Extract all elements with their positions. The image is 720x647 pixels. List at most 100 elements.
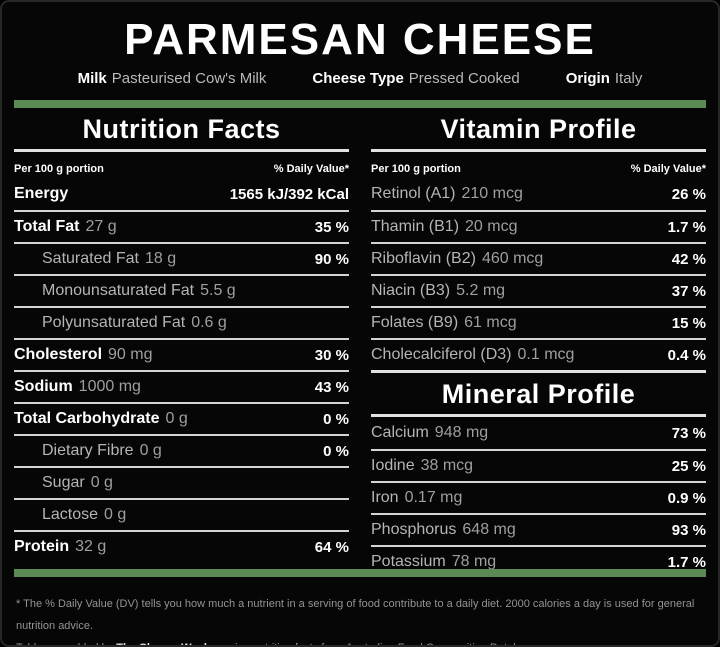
divider-bar-top [14, 100, 706, 108]
nutrient-text: Polyunsaturated Fat 0.6 g [42, 314, 227, 332]
nutrient-row-sugar: Sugar 0 g [14, 466, 349, 498]
nutrient-row-phosphorus: Phosphorus 648 mg 93 % [371, 513, 706, 545]
nutrient-name: Monounsaturated Fat [42, 282, 195, 299]
nutrient-text: Iron 0.17 mg [371, 489, 462, 507]
nutrient-row-cholesterol: Cholesterol 90 mg 30 % [14, 338, 349, 370]
nutrition-facts-title: Nutrition Facts [14, 114, 349, 152]
credit-name: The Cheese Wanker [116, 642, 220, 645]
daily-value: 42 % [671, 250, 706, 268]
nutrient-amount: 0 g [104, 506, 127, 523]
nutrient-text: Cholecalciferol (D3) 0.1 mcg [371, 346, 574, 364]
daily-value: 26 % [671, 185, 706, 203]
nutrient-name: Sodium [14, 378, 73, 395]
nutrient-name: Protein [14, 538, 70, 555]
nutrient-row-niacin-b3: Niacin (B3) 5.2 mg 37 % [371, 274, 706, 306]
nutrient-amount: 460 mcg [481, 250, 544, 267]
daily-value: 0.4 % [667, 346, 706, 364]
product-title: PARMESAN CHEESE [124, 15, 596, 64]
daily-value: 0.9 % [667, 489, 706, 507]
daily-value: 1.7 % [667, 553, 706, 570]
daily-value: 1565 kJ/392 kCal [229, 185, 349, 203]
nutrient-name: Cholesterol [14, 346, 103, 363]
vitamin-profile-column-headers: Per 100 g portion % Daily Value* [371, 152, 706, 178]
nutrient-row-lactose: Lactose 0 g [14, 498, 349, 530]
product-attribute-origin: Origin Italy [566, 70, 643, 87]
daily-value-label: % Daily Value* [273, 163, 349, 175]
daily-value: 64 % [314, 538, 349, 556]
nutrient-text: Total Fat 27 g [14, 218, 117, 236]
attribute-value: Italy [614, 70, 643, 87]
nutrient-text: Phosphorus 648 mg [371, 521, 516, 539]
daily-value: 0 % [323, 442, 349, 460]
nutrient-amount: 18 g [144, 250, 177, 267]
vitamin-profile-rows: Retinol (A1) 210 mcg 26 % Thamin (B1) 20 mcg… [371, 178, 706, 373]
nutrient-name: Dietary Fibre [42, 442, 134, 459]
nutrient-text: Niacin (B3) 5.2 mg [371, 282, 505, 300]
nutrient-amount: 5.2 mg [456, 282, 506, 299]
attribute-label: Cheese Type [312, 70, 404, 87]
daily-value: 90 % [314, 250, 349, 268]
product-attributes: Milk Pasteurised Cow's Milk Cheese Type Pre… [2, 70, 718, 87]
nutrient-name: Riboflavin (B2) [371, 250, 476, 267]
nutrient-name: Retinol (A1) [371, 185, 456, 202]
nutrient-name: Calcium [371, 424, 429, 441]
daily-value: 73 % [671, 424, 706, 442]
nutrient-row-thamin-b1: Thamin (B1) 20 mcg 1.7 % [371, 210, 706, 242]
nutrient-row-saturated-fat: Saturated Fat 18 g 90 % [14, 242, 349, 274]
nutrient-amount: 1000 mg [78, 378, 141, 395]
nutrient-name: Polyunsaturated Fat [42, 314, 186, 331]
nutrient-row-total-carbohydrate: Total Carbohydrate 0 g 0 % [14, 402, 349, 434]
credit-line: Table assembled by The Cheese Wanker usi… [16, 637, 704, 645]
nutrient-text: Protein 32 g [14, 538, 106, 556]
daily-value: 43 % [314, 378, 349, 396]
daily-value-note: * The % Daily Value (DV) tells you how m… [16, 598, 695, 632]
vitamin-mineral-section: Vitamin Profile Per 100 g portion % Dail… [371, 114, 706, 569]
mineral-profile-title: Mineral Profile [371, 379, 706, 417]
nutrient-text: Saturated Fat 18 g [42, 250, 176, 268]
nutrient-name: Folates (B9) [371, 314, 459, 331]
attribute-label: Origin [565, 70, 610, 87]
attribute-value: Pasteurised Cow's Milk [111, 70, 267, 87]
nutrient-text: Lactose 0 g [42, 506, 126, 524]
nutrient-name: Total Carbohydrate [14, 410, 160, 427]
nutrient-amount: 0.1 mcg [517, 346, 575, 363]
nutrient-amount: 5.5 g [200, 282, 236, 299]
nutrient-name: Niacin (B3) [371, 282, 451, 299]
nutrient-text: Calcium 948 mg [371, 424, 488, 442]
nutrition-facts-rows: Energy 1565 kJ/392 kCal Total Fat 27 g 35 % S… [14, 178, 349, 562]
portion-label: Per 100 g portion [371, 163, 461, 175]
nutrient-name: Cholecalciferol (D3) [371, 346, 512, 363]
nutrient-row-cholecalciferol-d3: Cholecalciferol (D3) 0.1 mcg 0.4 % [371, 338, 706, 370]
nutrient-row-retinol-a1: Retinol (A1) 210 mcg 26 % [371, 178, 706, 210]
nutrient-amount: 210 mcg [461, 185, 523, 202]
nutrient-text: Iodine 38 mcg [371, 457, 473, 475]
label-footer: * The % Daily Value (DV) tells you how m… [16, 593, 704, 645]
nutrient-text: Cholesterol 90 mg [14, 346, 152, 364]
nutrient-text: Folates (B9) 61 mcg [371, 314, 517, 332]
nutrient-text: Sodium 1000 mg [14, 378, 141, 396]
daily-value: 37 % [671, 282, 706, 300]
daily-value-label: % Daily Value* [630, 163, 706, 175]
credit-prefix: Table assembled by [16, 642, 116, 645]
nutrient-name: Sugar [42, 474, 85, 491]
attribute-label: Milk [77, 70, 107, 87]
nutrient-row-monounsaturated-fat: Monounsaturated Fat 5.5 g [14, 274, 349, 306]
nutrient-name: Total Fat [14, 218, 80, 235]
nutrient-name: Potassium [371, 553, 446, 569]
nutrient-amount: 20 mcg [465, 218, 518, 235]
nutrient-text: Dietary Fibre 0 g [42, 442, 162, 460]
daily-value: 15 % [671, 314, 706, 332]
nutrient-row-energy: Energy 1565 kJ/392 kCal [14, 178, 349, 210]
daily-value: 93 % [671, 521, 706, 539]
label-body: Nutrition Facts Per 100 g portion % Dail… [14, 114, 706, 569]
product-attribute-milk: Milk Pasteurised Cow's Milk [78, 70, 267, 87]
nutrient-amount: 78 mg [451, 553, 497, 569]
nutrient-row-iodine: Iodine 38 mcg 25 % [371, 449, 706, 481]
nutrient-row-riboflavin-b2: Riboflavin (B2) 460 mcg 42 % [371, 242, 706, 274]
nutrient-row-iron: Iron 0.17 mg 0.9 % [371, 481, 706, 513]
product-attribute-cheese-type: Cheese Type Pressed Cooked [312, 70, 519, 87]
nutrient-row-calcium: Calcium 948 mg 73 % [371, 417, 706, 449]
nutrient-row-protein: Protein 32 g 64 % [14, 530, 349, 562]
daily-value: 30 % [314, 346, 349, 364]
